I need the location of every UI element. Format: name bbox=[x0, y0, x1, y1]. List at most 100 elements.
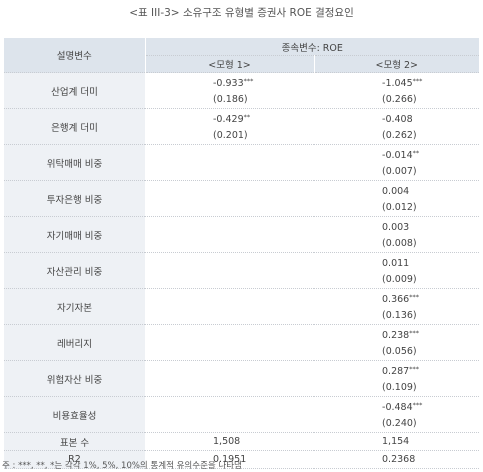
coef-block: -0.933*** (0.186) bbox=[213, 73, 273, 108]
coefficient: -0.014 bbox=[382, 150, 413, 161]
coef-line: -0.014** bbox=[382, 145, 442, 164]
standard-error: (0.262) bbox=[382, 130, 417, 141]
row-label: 위탁매매 비중 bbox=[4, 144, 145, 181]
row-label: 자기자본 bbox=[4, 288, 145, 325]
coefficient: -0.933 bbox=[213, 78, 244, 89]
coef-line: 0.287*** bbox=[382, 361, 442, 380]
summary-value: 0.2368 bbox=[382, 453, 416, 465]
coef-block: 0.003 (0.008) bbox=[382, 217, 442, 252]
coef-cell: 0.238*** (0.056) bbox=[314, 324, 480, 361]
summary-cell: 1,154 bbox=[314, 432, 480, 451]
coef-cell: -0.429** (0.201) bbox=[145, 108, 314, 145]
summary-value: 1,154 bbox=[382, 435, 410, 447]
row-label: 자기매매 비중 bbox=[4, 216, 145, 253]
coef-block: -1.045*** (0.266) bbox=[382, 73, 442, 108]
coef-cell bbox=[145, 216, 314, 253]
coefficient: 0.003 bbox=[382, 222, 410, 233]
significance-stars: ** bbox=[412, 149, 420, 157]
coef-cell: 0.366*** (0.136) bbox=[314, 288, 480, 325]
coefficient: 0.004 bbox=[382, 186, 410, 197]
coef-line: 0.238*** bbox=[382, 325, 442, 344]
table-row: 투자은행 비중 0.004 (0.012) bbox=[4, 180, 480, 217]
coef-line: -0.484*** bbox=[382, 397, 442, 416]
coef-cell: 0.011 (0.009) bbox=[314, 252, 480, 289]
coefficient: -1.045 bbox=[382, 78, 413, 89]
coef-line: -0.429** bbox=[213, 109, 273, 128]
coefficient: 0.238 bbox=[382, 330, 410, 341]
coef-cell: 0.287*** (0.109) bbox=[314, 360, 480, 397]
coef-line: -0.933*** bbox=[213, 73, 273, 92]
summary-value: 1,508 bbox=[213, 435, 241, 447]
significance-stars: *** bbox=[409, 365, 419, 373]
table-row: 자산관리 비중 0.011 (0.009) bbox=[4, 252, 480, 289]
coef-cell: -0.014** (0.007) bbox=[314, 144, 480, 181]
coef-line: 0.004 bbox=[382, 181, 442, 200]
standard-error: (0.186) bbox=[213, 94, 248, 105]
coef-cell bbox=[145, 360, 314, 397]
table-row: 위탁매매 비중 -0.014** (0.007) bbox=[4, 144, 480, 181]
table-row: 자기자본 0.366*** (0.136) bbox=[4, 288, 480, 325]
coef-cell: -1.045*** (0.266) bbox=[314, 72, 480, 109]
summary-cell: 0.2368 bbox=[314, 450, 480, 469]
significance-stars: *** bbox=[412, 77, 423, 85]
summary-row: R2 0.1951 0.2368 bbox=[4, 450, 480, 469]
coef-cell: -0.484*** (0.240) bbox=[314, 396, 480, 433]
regression-table: 설명변수 종속변수: ROE <모형 1> <모형 2> 산업계 더미 -0.93… bbox=[4, 38, 480, 469]
significance-stars: *** bbox=[409, 329, 419, 337]
explanatory-variable-header: 설명변수 bbox=[4, 38, 146, 73]
significance-stars: *** bbox=[243, 77, 254, 85]
table-row: 은행계 더미 -0.429** (0.201) -0.408 (0.262) bbox=[4, 108, 480, 145]
coef-cell bbox=[145, 144, 314, 181]
coef-line: -1.045*** bbox=[382, 73, 442, 92]
coef-block: 0.366*** (0.136) bbox=[382, 289, 442, 324]
table-row: 산업계 더미 -0.933*** (0.186) -1.045*** (0.266) bbox=[4, 72, 480, 109]
coef-cell bbox=[145, 288, 314, 325]
footnote: 주 : ***, **, *는 각각 1%, 5%, 10%의 통계적 유의수준… bbox=[2, 461, 242, 471]
row-label: 투자은행 비중 bbox=[4, 180, 145, 217]
summary-row: 표본 수 1,508 1,154 bbox=[4, 432, 480, 451]
coefficient: -0.484 bbox=[382, 402, 413, 413]
coefficient: -0.429 bbox=[213, 114, 244, 125]
coef-cell: 0.004 (0.012) bbox=[314, 180, 480, 217]
table-title: <표 III-3> 소유구조 유형별 증권사 ROE 결정요인 bbox=[129, 7, 354, 19]
standard-error: (0.008) bbox=[382, 238, 417, 249]
coef-cell: 0.003 (0.008) bbox=[314, 216, 480, 253]
significance-stars: *** bbox=[412, 401, 423, 409]
significance-stars: *** bbox=[409, 293, 419, 301]
significance-stars: ** bbox=[243, 113, 251, 121]
summary-value: 0.1951 bbox=[213, 453, 247, 465]
coef-block: -0.484*** (0.240) bbox=[382, 397, 442, 432]
coef-line: 0.003 bbox=[382, 217, 442, 236]
table-row: 위험자산 비중 0.287*** (0.109) bbox=[4, 360, 480, 397]
standard-error: (0.012) bbox=[382, 202, 417, 213]
row-label: 비용효율성 bbox=[4, 396, 145, 433]
coef-block: 0.287*** (0.109) bbox=[382, 361, 442, 396]
coef-line: 0.366*** bbox=[382, 289, 442, 308]
model-1-header: <모형 1> bbox=[145, 55, 315, 73]
coef-cell bbox=[145, 396, 314, 433]
coef-line: -0.408 bbox=[382, 109, 442, 128]
table-row: 레버리지 0.238*** (0.056) bbox=[4, 324, 480, 361]
coef-cell: -0.408 (0.262) bbox=[314, 108, 480, 145]
coefficient: 0.011 bbox=[382, 258, 410, 269]
standard-error: (0.136) bbox=[382, 310, 417, 321]
coef-block: 0.004 (0.012) bbox=[382, 181, 442, 216]
standard-error: (0.240) bbox=[382, 418, 417, 429]
dependent-variable-header: 종속변수: ROE bbox=[145, 38, 480, 56]
row-label: 은행계 더미 bbox=[4, 108, 145, 145]
coef-block: 0.011 (0.009) bbox=[382, 253, 442, 288]
row-label: 산업계 더미 bbox=[4, 72, 145, 109]
summary-label: 표본 수 bbox=[4, 432, 145, 451]
coef-block: -0.014** (0.007) bbox=[382, 145, 442, 180]
coefficient: 0.366 bbox=[382, 294, 410, 305]
coefficient: -0.408 bbox=[382, 114, 413, 125]
table-row: 비용효율성 -0.484*** (0.240) bbox=[4, 396, 480, 433]
coef-cell bbox=[145, 180, 314, 217]
standard-error: (0.266) bbox=[382, 94, 417, 105]
summary-label: R2 bbox=[4, 450, 145, 469]
summary-cell: 1,508 bbox=[145, 432, 314, 451]
row-label: 위험자산 비중 bbox=[4, 360, 145, 397]
table-row: 자기매매 비중 0.003 (0.008) bbox=[4, 216, 480, 253]
coef-block: -0.429** (0.201) bbox=[213, 109, 273, 144]
row-label: 자산관리 비중 bbox=[4, 252, 145, 289]
